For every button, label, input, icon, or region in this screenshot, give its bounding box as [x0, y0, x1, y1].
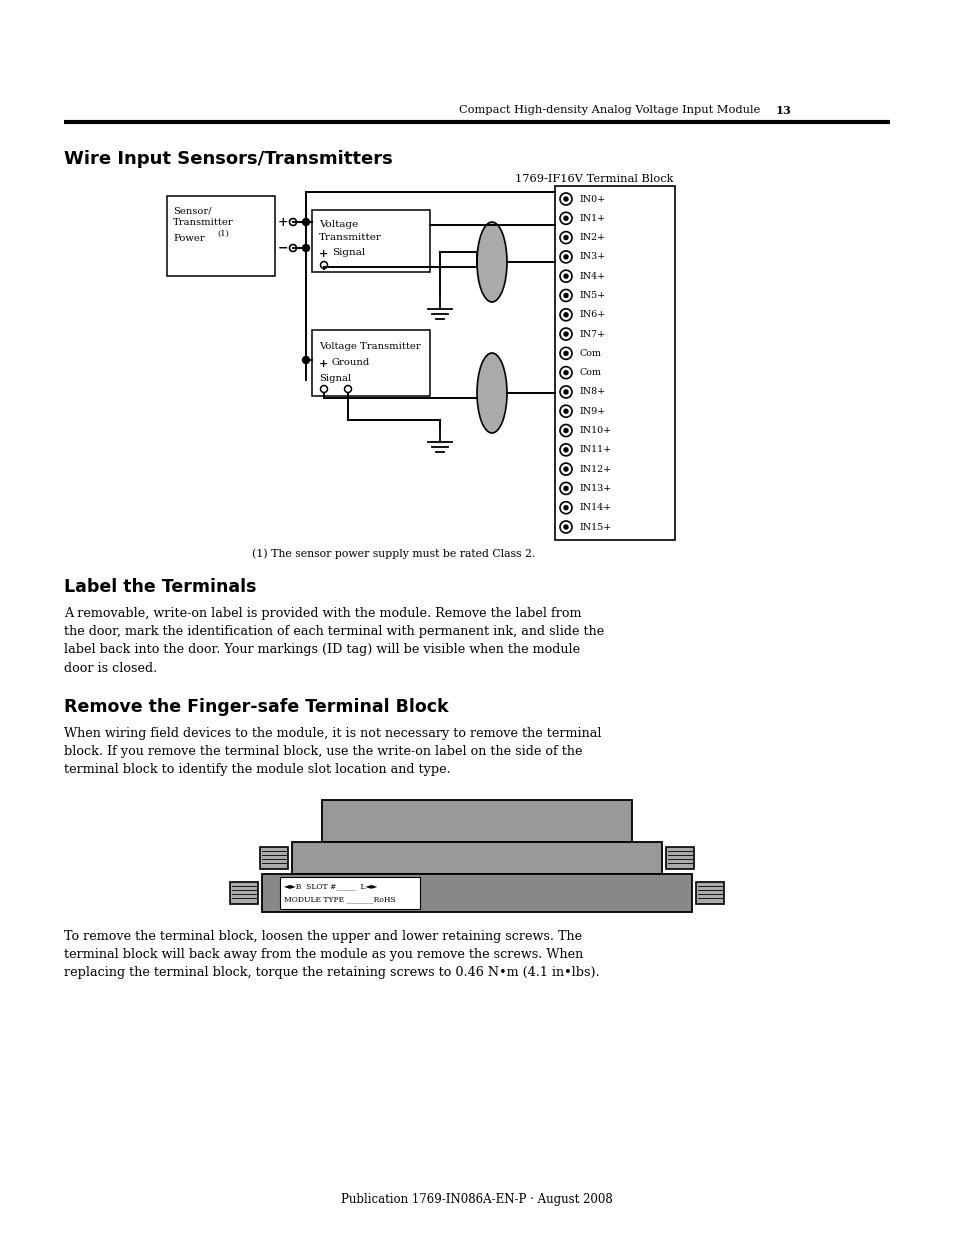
- Text: IN12+: IN12+: [579, 464, 612, 473]
- Bar: [665, 847, 693, 869]
- Text: IN0+: IN0+: [579, 194, 605, 204]
- Circle shape: [563, 525, 567, 529]
- Text: IN5+: IN5+: [579, 291, 605, 300]
- Circle shape: [302, 357, 309, 363]
- Text: 13: 13: [775, 105, 791, 116]
- Text: Sensor/: Sensor/: [172, 206, 212, 215]
- Text: IN8+: IN8+: [579, 388, 605, 396]
- Circle shape: [563, 351, 567, 356]
- Text: Remove the Finger-safe Terminal Block: Remove the Finger-safe Terminal Block: [64, 698, 448, 716]
- Bar: [312, 330, 430, 396]
- Text: IN13+: IN13+: [579, 484, 612, 493]
- Text: IN9+: IN9+: [579, 406, 605, 416]
- Circle shape: [563, 370, 567, 374]
- Bar: [696, 882, 723, 904]
- Circle shape: [563, 294, 567, 298]
- Bar: [312, 210, 430, 272]
- Text: MODULE TYPE _______RoHS: MODULE TYPE _______RoHS: [284, 895, 395, 903]
- Text: +: +: [318, 358, 328, 369]
- Text: 1769-IF16V Terminal Block: 1769-IF16V Terminal Block: [515, 174, 673, 184]
- Circle shape: [563, 448, 567, 452]
- Ellipse shape: [476, 353, 506, 433]
- Text: IN1+: IN1+: [579, 214, 605, 222]
- Text: IN7+: IN7+: [579, 330, 605, 338]
- Text: +: +: [318, 248, 328, 259]
- Text: IN14+: IN14+: [579, 503, 612, 513]
- Text: −: −: [277, 242, 288, 254]
- Bar: [322, 800, 631, 842]
- Circle shape: [302, 219, 309, 226]
- Text: Signal: Signal: [318, 374, 351, 383]
- Text: Signal: Signal: [332, 248, 365, 257]
- Circle shape: [563, 198, 567, 201]
- Text: Voltage: Voltage: [318, 220, 358, 228]
- Circle shape: [563, 216, 567, 220]
- Bar: [555, 186, 675, 540]
- Circle shape: [563, 274, 567, 278]
- Text: Power: Power: [172, 233, 205, 243]
- Text: Com: Com: [579, 368, 601, 377]
- Text: Publication 1769-IN086A-EN-P · August 2008: Publication 1769-IN086A-EN-P · August 20…: [341, 1193, 612, 1207]
- Text: When wiring field devices to the module, it is not necessary to remove the termi: When wiring field devices to the module,…: [64, 727, 601, 777]
- Text: A removable, write-on label is provided with the module. Remove the label from
t: A removable, write-on label is provided …: [64, 606, 603, 674]
- Ellipse shape: [476, 222, 506, 303]
- Text: Com: Com: [579, 348, 601, 358]
- Text: To remove the terminal block, loosen the upper and lower retaining screws. The
t: To remove the terminal block, loosen the…: [64, 930, 599, 979]
- Text: Wire Input Sensors/Transmitters: Wire Input Sensors/Transmitters: [64, 149, 393, 168]
- Text: Transmitter: Transmitter: [318, 233, 381, 242]
- Bar: [260, 847, 288, 869]
- Bar: [167, 196, 274, 275]
- Text: Voltage Transmitter: Voltage Transmitter: [318, 342, 420, 351]
- Circle shape: [563, 312, 567, 316]
- Bar: [230, 882, 257, 904]
- Circle shape: [563, 487, 567, 490]
- Circle shape: [563, 429, 567, 432]
- Bar: [292, 842, 661, 874]
- Text: IN3+: IN3+: [579, 252, 605, 262]
- Circle shape: [563, 390, 567, 394]
- Circle shape: [563, 505, 567, 510]
- Circle shape: [563, 236, 567, 240]
- Text: +: +: [277, 215, 289, 228]
- Text: IN6+: IN6+: [579, 310, 605, 320]
- Text: IN11+: IN11+: [579, 446, 612, 454]
- Text: Label the Terminals: Label the Terminals: [64, 578, 256, 597]
- Text: Compact High-density Analog Voltage Input Module: Compact High-density Analog Voltage Inpu…: [458, 105, 760, 115]
- Bar: [262, 874, 691, 911]
- Text: Transmitter: Transmitter: [172, 219, 233, 227]
- Circle shape: [563, 409, 567, 414]
- Text: IN15+: IN15+: [579, 522, 612, 531]
- Text: (1): (1): [216, 230, 229, 238]
- Text: IN2+: IN2+: [579, 233, 605, 242]
- Circle shape: [302, 245, 309, 252]
- Text: ◄►B  SLOT #_____  L◄►: ◄►B SLOT #_____ L◄►: [284, 882, 376, 890]
- Circle shape: [563, 332, 567, 336]
- Text: IN4+: IN4+: [579, 272, 605, 280]
- Text: IN10+: IN10+: [579, 426, 612, 435]
- Text: (1) The sensor power supply must be rated Class 2.: (1) The sensor power supply must be rate…: [252, 548, 535, 558]
- Text: Ground: Ground: [332, 358, 370, 367]
- Circle shape: [563, 254, 567, 259]
- Bar: [280, 877, 419, 909]
- Circle shape: [563, 467, 567, 471]
